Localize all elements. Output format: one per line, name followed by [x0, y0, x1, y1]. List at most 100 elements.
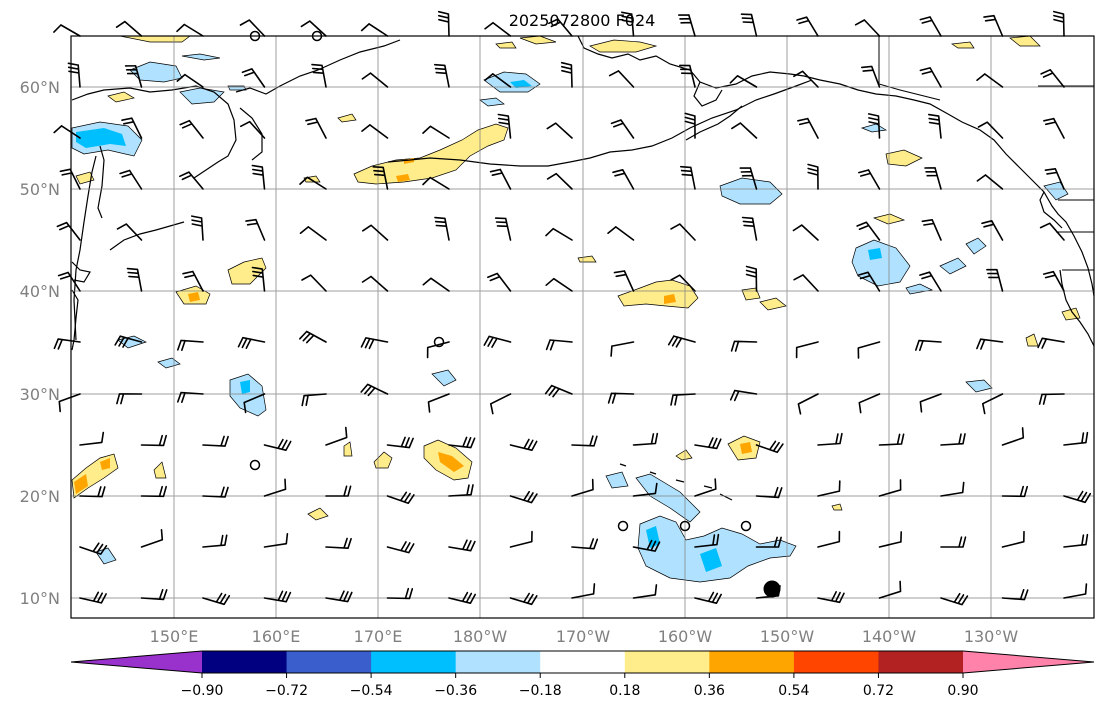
lon-label: 170°W: [556, 627, 611, 646]
wind-barb: [545, 227, 573, 241]
wind-barb: [1063, 431, 1089, 446]
wind-barb: [976, 73, 1004, 88]
wind-barb: [305, 117, 327, 139]
wind-barb: [857, 271, 881, 292]
wind-barb: [509, 530, 533, 548]
wind-barb: [191, 215, 204, 241]
coastline-aleutians: [387, 79, 813, 167]
negative-core: [76, 128, 126, 148]
positive-patch: [307, 507, 329, 521]
map-title: 2025072800 F024: [509, 11, 656, 30]
wind-barb: [919, 16, 942, 37]
wind-barb-layer: [53, 10, 1092, 606]
colorbar-tick-label: 0.36: [694, 683, 725, 699]
negative-patch: [479, 97, 505, 107]
positive-patch: [831, 503, 843, 511]
negative-core: [700, 548, 722, 572]
wind-barb: [176, 23, 204, 37]
wind-barb: [545, 277, 573, 292]
wind-barb: [126, 267, 143, 292]
negative-patch: [851, 239, 911, 287]
wind-barb: [817, 480, 841, 497]
wind-barb: [924, 167, 942, 190]
colorbar-segment: [878, 651, 964, 673]
wind-barb: [670, 223, 696, 241]
positive-patch: [519, 35, 557, 45]
wind-barb: [483, 335, 512, 348]
gridlines: [71, 36, 1094, 618]
wind-barb: [571, 538, 599, 550]
wind-barb: [202, 486, 229, 498]
wind-barb: [610, 119, 635, 139]
wind-barb: [795, 341, 819, 359]
wind-barb: [694, 591, 722, 604]
wind-barb: [251, 266, 266, 292]
calm-circle: [433, 336, 445, 348]
wind-barb: [386, 587, 414, 600]
wind-barb: [858, 169, 881, 190]
wind-barb: [1001, 427, 1025, 446]
wind-barb: [544, 384, 573, 398]
colorbar-ticks: −0.90 −0.72 −0.54 −0.36 −0.18 0.18 0.36 0.54 0.7…: [181, 673, 979, 699]
positive-core: [740, 442, 752, 454]
coastline-layer: [71, 35, 1095, 501]
wind-barb: [509, 490, 538, 504]
wind-barb: [571, 478, 594, 497]
negative-patch: [635, 473, 701, 523]
wind-barb: [299, 226, 327, 241]
wind-barb: [434, 216, 450, 241]
coastline-japan: [71, 289, 79, 351]
wind-barb: [56, 221, 81, 241]
colorbar-segment: [286, 651, 372, 673]
wind-barb: [202, 592, 231, 606]
wind-barb: [796, 16, 819, 37]
coastline-hokkaido: [71, 261, 91, 283]
wind-barb: [484, 21, 512, 37]
wind-barb: [179, 171, 204, 190]
wind-barb: [177, 391, 204, 403]
longitude-labels: 150°E 160°E 170°E 180°W 170°W 160°W 150°…: [150, 627, 1019, 646]
wind-barb: [1040, 69, 1065, 88]
wind-barb: [1053, 10, 1065, 37]
lat-label: 20°N: [20, 487, 60, 506]
wind-barb: [116, 223, 143, 241]
calm-circle: [740, 520, 752, 532]
wind-barb: [571, 435, 598, 447]
wind-barb: [67, 62, 81, 88]
positive-core: [74, 474, 88, 494]
wind-barb: [986, 268, 1004, 292]
wind-barb: [176, 73, 204, 88]
coastline-kuril: [109, 221, 185, 251]
wind-barb: [632, 584, 658, 599]
wind-barb: [607, 392, 635, 404]
wind-barb: [548, 18, 573, 37]
wind-barb: [793, 70, 819, 88]
wind-barb: [1039, 222, 1065, 241]
wind-barb: [300, 20, 327, 37]
positive-patch: [343, 441, 353, 457]
wind-barb: [362, 224, 389, 241]
wind-barb: [546, 122, 573, 139]
wind-barb: [140, 588, 168, 601]
positive-patch: [337, 113, 357, 123]
wind-barb: [1063, 490, 1092, 504]
wind-barb: [739, 167, 758, 190]
wind-barb: [386, 491, 415, 504]
colorbar-segment: [624, 651, 710, 673]
wind-barb: [729, 389, 758, 402]
wind-barb: [792, 224, 819, 241]
wind-barb: [427, 393, 450, 413]
wind-barb: [325, 537, 352, 549]
wind-barb: [437, 10, 450, 37]
wind-barb: [729, 75, 758, 88]
wind-barb: [745, 265, 758, 292]
wind-barb: [755, 486, 783, 499]
positive-core: [396, 174, 410, 182]
coastline-alaska-inlet: [693, 81, 723, 107]
wind-barb: [817, 591, 845, 604]
wind-barb: [263, 478, 287, 497]
wind-barb: [422, 125, 450, 139]
wind-barb: [608, 70, 635, 88]
wind-barb: [239, 19, 266, 37]
wind-barb: [140, 434, 167, 447]
